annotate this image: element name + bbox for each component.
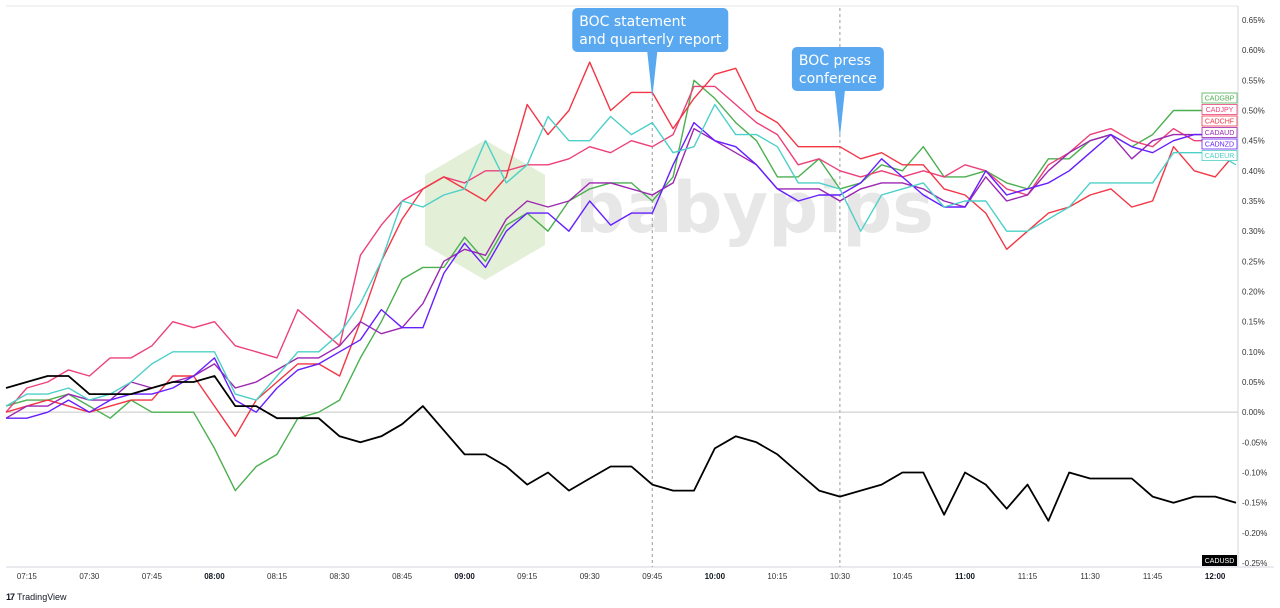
x-tick-label: 08:45 xyxy=(392,572,413,581)
watermark-text: babypips xyxy=(575,167,934,249)
tradingview-brand-text: TradingView xyxy=(17,592,67,602)
callout-text: conference xyxy=(799,71,877,87)
y-tick-label: 0.10% xyxy=(1242,348,1265,357)
y-tick-label: 0.40% xyxy=(1242,167,1265,176)
series-line-cadeur xyxy=(5,103,1237,407)
y-tick-label: -0.15% xyxy=(1242,499,1267,508)
series-line-cadusd xyxy=(5,375,1237,522)
x-tick-label: 09:15 xyxy=(517,572,538,581)
series-line-cadchf xyxy=(5,61,1237,437)
x-tick-label: 11:30 xyxy=(1080,572,1100,581)
y-tick-label: -0.20% xyxy=(1242,529,1267,538)
end-tag-cadjpy: CADJPY xyxy=(1201,104,1238,115)
callout-pointer xyxy=(834,91,845,137)
annotation-callout: BOC press conference xyxy=(791,47,884,137)
annotation-callout: BOC statement and quarterly report xyxy=(572,8,729,98)
x-tick-label: 09:00 xyxy=(454,572,475,581)
x-tick-label: 08:30 xyxy=(330,572,351,581)
y-tick-label: -0.25% xyxy=(1242,559,1267,568)
callout-box xyxy=(572,8,729,52)
y-tick-label: 0.25% xyxy=(1242,257,1265,266)
y-tick-label: -0.05% xyxy=(1242,438,1267,447)
end-tag-box xyxy=(1202,555,1237,566)
y-tick-label: 0.30% xyxy=(1242,227,1265,236)
end-tag-cadnzd: CADNZD xyxy=(1201,138,1238,150)
x-tick-label: 10:00 xyxy=(705,572,726,581)
end-tag-label: CADAUD xyxy=(1205,130,1235,137)
series-line-cadaud xyxy=(5,127,1236,419)
x-tick-label: 07:45 xyxy=(142,572,163,581)
x-tick-label: 12:00 xyxy=(1205,572,1226,581)
y-tick-label: 0.20% xyxy=(1242,288,1265,297)
end-tag-cadgbp: CADGBP xyxy=(1201,92,1238,104)
end-tag-box xyxy=(1201,127,1238,138)
callout-text: and quarterly report xyxy=(579,32,722,48)
end-tag-label: CADGBP xyxy=(1205,96,1235,103)
y-tick-label: 0.50% xyxy=(1242,107,1265,116)
x-tick-label: 08:00 xyxy=(204,572,225,581)
y-tick-label: 0.05% xyxy=(1242,378,1265,387)
x-tick-label: 08:15 xyxy=(267,572,288,581)
y-tick-label: 0.45% xyxy=(1242,137,1265,146)
end-tag-label: CADJPY xyxy=(1206,107,1234,114)
x-tick-label: 10:45 xyxy=(892,572,913,581)
y-tick-label: 0.15% xyxy=(1242,318,1265,327)
y-tick-label: -0.10% xyxy=(1242,469,1267,478)
x-tick-label: 07:30 xyxy=(79,572,100,581)
x-tick-label: 11:15 xyxy=(1018,572,1038,581)
end-tag-box xyxy=(1201,150,1238,161)
end-tag-label: CADNZD xyxy=(1205,142,1234,149)
end-tag-box xyxy=(1201,115,1238,127)
end-tag-cadeur: CADEUR xyxy=(1201,150,1238,161)
x-tick-label: 07:15 xyxy=(17,572,38,581)
y-tick-label: 0.60% xyxy=(1242,46,1265,55)
callout-text: BOC statement xyxy=(579,14,686,30)
x-tick-label: 09:45 xyxy=(642,572,663,581)
x-tick-label: 09:30 xyxy=(580,572,601,581)
end-tag-box xyxy=(1201,92,1238,104)
x-tick-label: 10:30 xyxy=(830,572,851,581)
end-tag-label: CADCHF xyxy=(1205,119,1234,126)
callout-text: BOC press xyxy=(799,53,871,69)
y-tick-label: 0.00% xyxy=(1242,408,1265,417)
series-line-cadjpy xyxy=(5,85,1236,413)
tradingview-footer: 17 TradingView xyxy=(6,590,67,604)
x-tick-label: 11:00 xyxy=(955,572,976,581)
end-tag-label: CADUSD xyxy=(1205,558,1235,565)
x-tick-label: 11:45 xyxy=(1143,572,1163,581)
y-tick-label: 0.65% xyxy=(1242,16,1265,25)
x-tick-label: 10:15 xyxy=(767,572,788,581)
callout-box xyxy=(791,47,884,91)
end-tag-cadaud: CADAUD xyxy=(1201,127,1238,138)
callout-pointer xyxy=(647,52,658,98)
series-line-cadgbp xyxy=(5,79,1236,492)
y-tick-label: 0.35% xyxy=(1242,197,1265,206)
end-tag-cadchf: CADCHF xyxy=(1201,115,1238,127)
y-tick-label: 0.55% xyxy=(1242,76,1265,85)
end-tag-box xyxy=(1201,138,1238,150)
series-line-cadnzd xyxy=(6,121,1236,419)
end-tag-box xyxy=(1201,104,1238,115)
babypips-logo-icon xyxy=(425,140,545,280)
tradingview-logo-icon: 17 xyxy=(6,592,15,602)
end-tag-label: CADEUR xyxy=(1205,153,1235,160)
end-tag-cadusd: CADUSD xyxy=(1202,555,1237,566)
babypips-watermark: babypips xyxy=(425,140,934,280)
